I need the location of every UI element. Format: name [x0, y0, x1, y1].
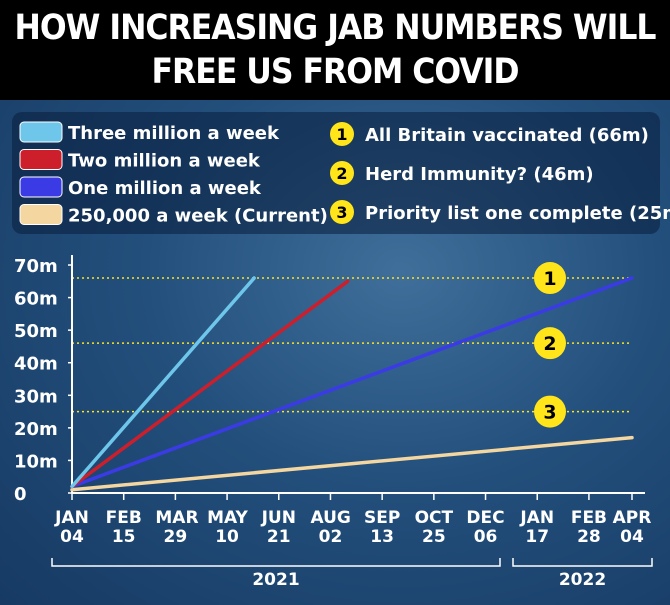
y-tick-label: 30m: [14, 386, 58, 407]
legend-label: All Britain vaccinated (66m): [365, 125, 649, 146]
reference-marker: [534, 262, 566, 295]
legend-swatch: [19, 204, 63, 225]
legend-swatch: [19, 176, 63, 198]
year-bracket: [51, 558, 501, 567]
series-line: [70, 276, 256, 489]
legend-swatch: [19, 149, 63, 170]
series-line: [70, 435, 634, 492]
legend-label: Priority list one complete (25m): [365, 203, 670, 224]
x-tick-label: FEB 28: [570, 508, 608, 547]
reference-marker-number: 1: [543, 268, 556, 290]
reference-marker: [534, 395, 566, 428]
legend-marker: [330, 161, 354, 185]
legend-marker-number: 2: [336, 164, 347, 183]
title: HOW INCREASING JAB NUMBERS WILL FREE US …: [0, 0, 670, 100]
legend-label: One million a week: [68, 178, 262, 199]
y-tick-label: 40m: [14, 354, 58, 375]
y-tick-label: 20m: [14, 419, 58, 440]
year-bracket: [512, 558, 653, 567]
year-label: 2022: [559, 570, 606, 590]
x-tick-label: FEB 15: [105, 508, 142, 547]
x-tick-label: DEC 06: [466, 508, 505, 547]
x-tick-label: JUN 21: [261, 508, 296, 547]
year-label: 2021: [252, 570, 299, 590]
legend-marker-number: 1: [336, 125, 347, 144]
y-tick-label: 50m: [14, 321, 58, 342]
x-tick-label: APR 04: [612, 508, 652, 547]
legend-marker: [330, 200, 354, 224]
legend-marker: [330, 122, 354, 146]
x-tick-label: MAR 29: [155, 508, 199, 547]
legend-label: Three million a week: [68, 123, 280, 144]
reference-marker-number: 2: [543, 333, 556, 355]
legend-swatch: [19, 121, 63, 143]
y-tick-label: 10m: [14, 451, 58, 472]
legend-label: 250,000 a week (Current): [68, 206, 328, 227]
x-tick-label: AUG 02: [310, 508, 351, 547]
y-tick-label: 0: [14, 484, 27, 505]
series-line: [70, 276, 634, 489]
y-tick-label: 60m: [14, 289, 58, 310]
series-line: [70, 279, 350, 489]
reference-marker: [534, 327, 566, 360]
y-tick-label: 70m: [14, 256, 58, 277]
x-tick-label: SEP 13: [363, 508, 401, 547]
x-tick-label: MAY 10: [207, 508, 248, 547]
legend-label: Herd Immunity? (46m): [365, 164, 594, 185]
legend-marker-number: 3: [336, 203, 347, 222]
legend-label: Two million a week: [68, 151, 261, 172]
x-tick-label: JAN 17: [520, 508, 555, 547]
x-tick-label: OCT 25: [414, 508, 454, 547]
reference-marker-number: 3: [543, 402, 556, 424]
x-tick-label: JAN 04: [55, 508, 89, 547]
